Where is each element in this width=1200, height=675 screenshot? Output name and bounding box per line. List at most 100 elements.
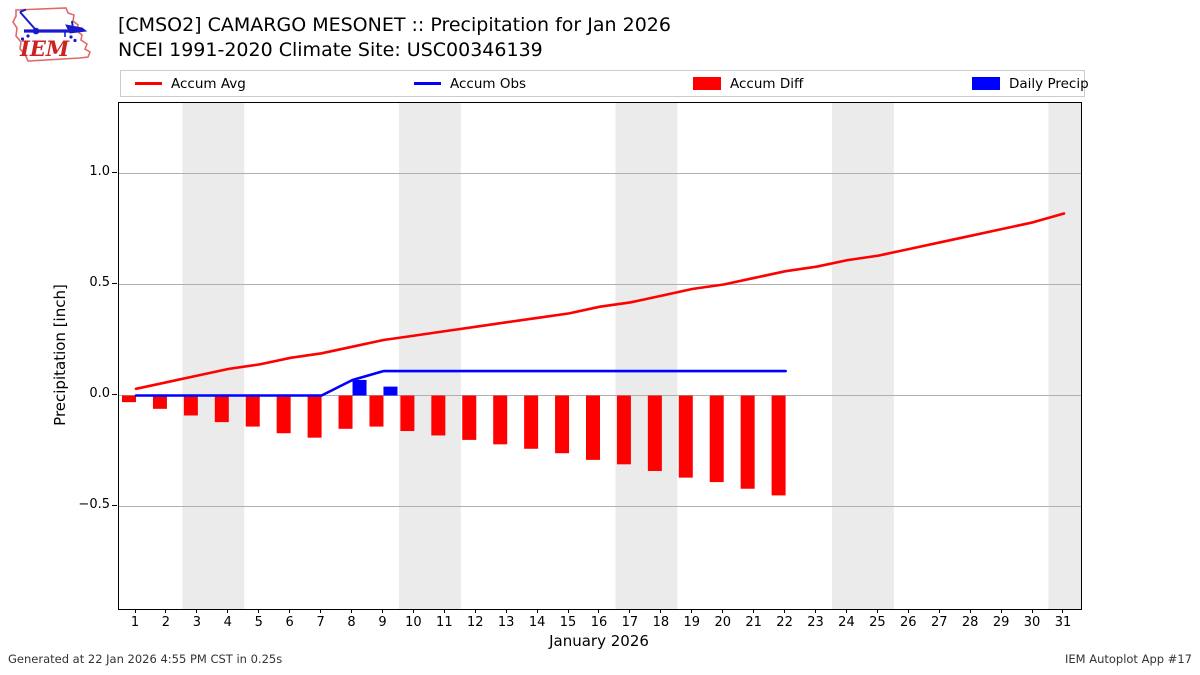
accum-diff-bar — [524, 395, 539, 449]
y-tick-label: 1.0 — [89, 163, 110, 179]
x-tick-label: 18 — [652, 615, 670, 630]
x-tick-label: 24 — [838, 615, 855, 630]
x-tick-label: 12 — [466, 615, 484, 630]
legend-label: Accum Avg — [171, 75, 246, 92]
x-tick-mark — [1031, 609, 1033, 613]
x-tick-label: 19 — [683, 615, 701, 630]
weekend-band — [182, 103, 245, 609]
x-tick-mark — [753, 609, 755, 613]
x-tick-label: 20 — [714, 615, 731, 630]
accum-diff-bar — [122, 395, 136, 403]
x-tick-mark — [505, 609, 507, 613]
x-tick-label: 14 — [528, 615, 546, 630]
plot-canvas — [119, 103, 1081, 609]
x-tick-mark — [969, 609, 971, 613]
x-tick-mark — [443, 609, 445, 613]
accum-diff-bar — [400, 395, 415, 432]
x-tick-mark — [876, 609, 878, 613]
daily-precip-patch-swatch-icon — [972, 77, 1000, 90]
accum-diff-bar — [555, 395, 570, 454]
x-tick-mark — [258, 609, 260, 613]
accum-diff-bar — [493, 395, 508, 445]
accum-diff-bar — [369, 395, 384, 427]
x-tick-mark — [845, 609, 847, 613]
x-tick-label: 26 — [900, 615, 917, 630]
x-tick-mark — [289, 609, 291, 613]
accum-avg-line-swatch-icon — [135, 82, 162, 85]
logo-text: IEM — [19, 36, 70, 61]
legend-item-accum-obs: Accum Obs — [414, 71, 526, 96]
legend-item-accum-avg: Accum Avg — [135, 71, 246, 96]
x-tick-label: 4 — [223, 615, 232, 630]
x-tick-mark — [567, 609, 569, 613]
y-tick-label: −0.5 — [78, 496, 110, 512]
accum-diff-bar — [709, 395, 724, 483]
weekend-band — [831, 103, 894, 609]
x-tick-mark — [629, 609, 631, 613]
x-tick-mark — [320, 609, 322, 613]
x-tick-label: 2 — [161, 615, 171, 630]
x-tick-label: 3 — [192, 615, 201, 630]
x-tick-label: 6 — [285, 615, 294, 630]
title-block: [CMSO2] CAMARGO MESONET :: Precipitation… — [118, 13, 671, 63]
x-tick-label: 10 — [405, 615, 422, 630]
accum-diff-bar — [245, 395, 260, 427]
x-tick-label: 22 — [776, 615, 793, 630]
x-tick-label: 8 — [347, 615, 356, 630]
x-tick-label: 25 — [869, 615, 886, 630]
accum-diff-bar — [647, 395, 662, 471]
legend-item-accum-diff: Accum Diff — [693, 71, 803, 96]
accum-diff-bar — [462, 395, 477, 440]
y-axis-label: Precipitation [inch] — [51, 284, 69, 426]
x-tick-mark — [815, 609, 817, 613]
iem-logo: IEM — [12, 7, 91, 62]
x-tick-label: 5 — [254, 615, 263, 630]
y-tick-mark — [112, 394, 117, 395]
x-tick-mark — [938, 609, 940, 613]
accum-diff-bar — [338, 395, 353, 429]
x-tick-mark — [907, 609, 909, 613]
accum-diff-bar — [740, 395, 755, 489]
accum-diff-bar — [152, 395, 167, 409]
x-tick-mark — [598, 609, 600, 613]
x-tick-label: 15 — [559, 615, 577, 630]
page-title: [CMSO2] CAMARGO MESONET :: Precipitation… — [118, 14, 671, 36]
x-tick-label: 13 — [497, 615, 515, 630]
legend-label: Accum Diff — [730, 75, 804, 92]
x-tick-mark — [412, 609, 414, 613]
x-tick-mark — [381, 609, 383, 613]
accum-diff-bar — [616, 395, 631, 465]
x-tick-mark — [134, 609, 136, 613]
x-tick-mark — [227, 609, 229, 613]
x-tick-mark — [1062, 609, 1064, 613]
accum-diff-bar — [183, 395, 198, 416]
accum-diff-bar — [214, 395, 229, 423]
accum-avg-line — [134, 212, 1066, 391]
page-subtitle: NCEI 1991-2020 Climate Site: USC00346139 — [118, 39, 543, 61]
weather-vane-icon — [19, 8, 88, 43]
x-tick-label: 27 — [930, 615, 948, 630]
x-tick-mark — [660, 609, 662, 613]
daily-precip-bar — [352, 379, 367, 396]
x-tick-mark — [722, 609, 724, 613]
x-tick-label: 1 — [130, 615, 140, 630]
iowa-outline-icon — [12, 7, 91, 62]
x-tick-mark — [536, 609, 538, 613]
chart-legend: Accum Avg Accum Obs Accum Diff Daily Pre… — [120, 70, 1089, 97]
generated-timestamp: Generated at 22 Jan 2026 4:55 PM CST in … — [8, 652, 283, 666]
weekend-band — [398, 103, 461, 609]
x-tick-label: 21 — [745, 615, 762, 630]
x-tick-mark — [691, 609, 693, 613]
daily-precip-bar — [383, 386, 398, 396]
x-tick-label: 31 — [1054, 615, 1072, 630]
weekend-band — [1048, 103, 1081, 609]
app-credit: IEM Autoplot App #17 — [1064, 652, 1192, 666]
x-tick-mark — [474, 609, 476, 613]
y-tick-label: 0.5 — [89, 274, 110, 290]
x-tick-label: 16 — [590, 615, 608, 630]
x-tick-label: 23 — [807, 615, 824, 630]
y-tick-label: 0.0 — [89, 385, 110, 401]
accum-diff-bar — [771, 395, 786, 496]
accum-diff-bar — [585, 395, 600, 460]
y-tick-mark — [112, 505, 117, 506]
